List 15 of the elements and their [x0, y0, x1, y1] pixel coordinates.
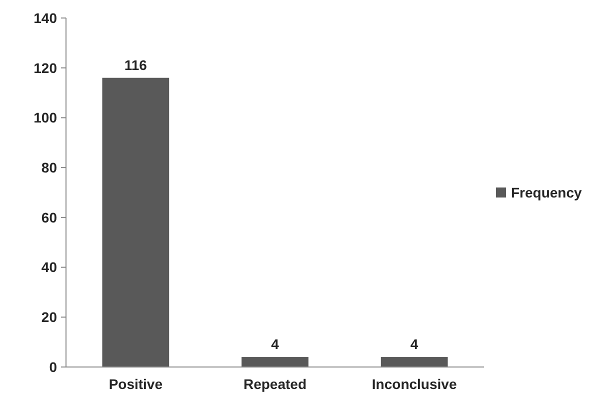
y-tick-label: 80 — [41, 159, 58, 176]
y-tick-label: 140 — [34, 10, 58, 26]
y-tick-label: 40 — [41, 259, 58, 276]
data-label: 4 — [410, 336, 418, 352]
data-label: 4 — [271, 336, 280, 352]
y-tick-label: 0 — [49, 358, 58, 375]
y-tick-label: 60 — [41, 209, 58, 226]
y-tick-label: 20 — [41, 309, 58, 326]
x-tick-label: Repeated — [243, 376, 307, 392]
y-tick-label: 100 — [34, 110, 58, 126]
x-tick-label: Positive — [108, 376, 163, 392]
y-tick-label: 120 — [34, 60, 58, 76]
legend-label: Frequency — [511, 184, 582, 200]
data-label: 116 — [124, 56, 148, 73]
x-tick-label: Inconclusive — [372, 376, 457, 392]
